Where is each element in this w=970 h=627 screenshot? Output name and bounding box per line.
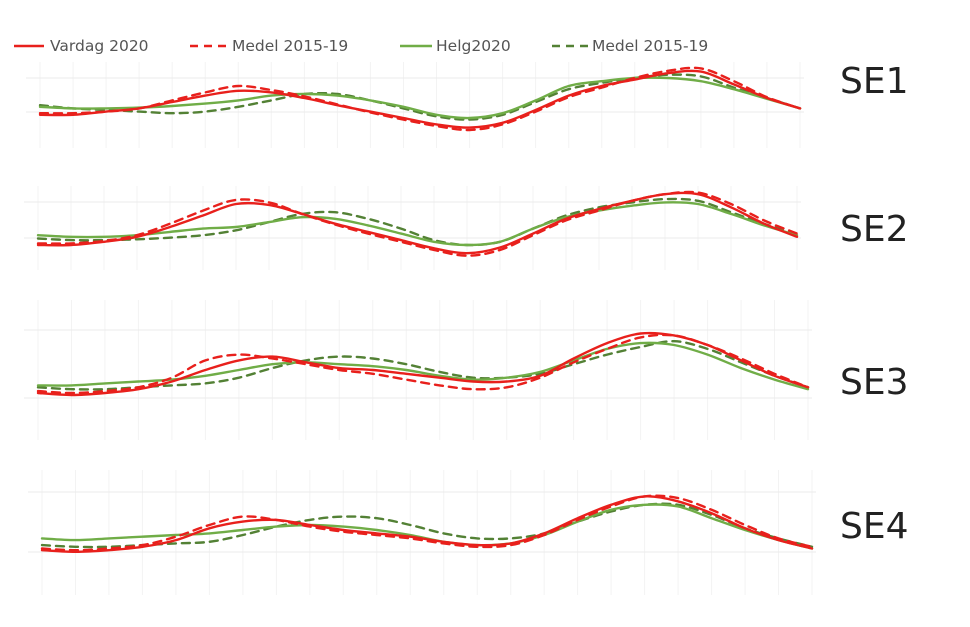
legend: Vardag 2020 Medel 2015-19 Helg2020 Medel… — [14, 37, 708, 55]
region-label-se3: SE3 — [840, 362, 909, 403]
legend-entry-3: Helg2020 — [400, 37, 511, 55]
region-label-se2: SE2 — [840, 209, 909, 250]
series-line-helg-2020 — [36, 201, 799, 247]
legend-label-1: Vardag 2020 — [50, 37, 149, 55]
series-line-vardag-2020 — [36, 331, 810, 397]
legend-label-4: Medel 2015-19 — [592, 37, 708, 55]
series-line-medel-2015-19-vardag — [40, 494, 814, 552]
series-line-vardag-2020 — [38, 69, 802, 129]
panel-se4 — [28, 470, 816, 595]
series-line-helg-2020 — [38, 76, 802, 120]
legend-entry-2: Medel 2015-19 — [190, 37, 348, 55]
series-line-medel-2015-19-helg — [38, 73, 802, 121]
series-line-medel-2015-19-helg — [36, 197, 799, 247]
legend-entry-4: Medel 2015-19 — [552, 37, 708, 55]
series-line-medel-2015-19-vardag — [36, 190, 799, 257]
legend-label-2: Medel 2015-19 — [232, 37, 348, 55]
series-line-vardag-2020 — [40, 495, 814, 553]
legend-label-3: Helg2020 — [436, 37, 511, 55]
legend-entry-1: Vardag 2020 — [14, 37, 149, 55]
region-label-se1: SE1 — [840, 61, 909, 102]
panel-se3 — [24, 300, 812, 440]
series-line-medel-2015-19-helg — [40, 502, 814, 549]
panel-se1 — [26, 62, 804, 148]
panel-se2 — [24, 186, 801, 270]
series-line-medel-2015-19-helg — [36, 339, 810, 391]
series-line-vardag-2020 — [36, 191, 799, 255]
region-label-se4: SE4 — [840, 506, 909, 547]
series-line-medel-2015-19-vardag — [38, 66, 802, 132]
